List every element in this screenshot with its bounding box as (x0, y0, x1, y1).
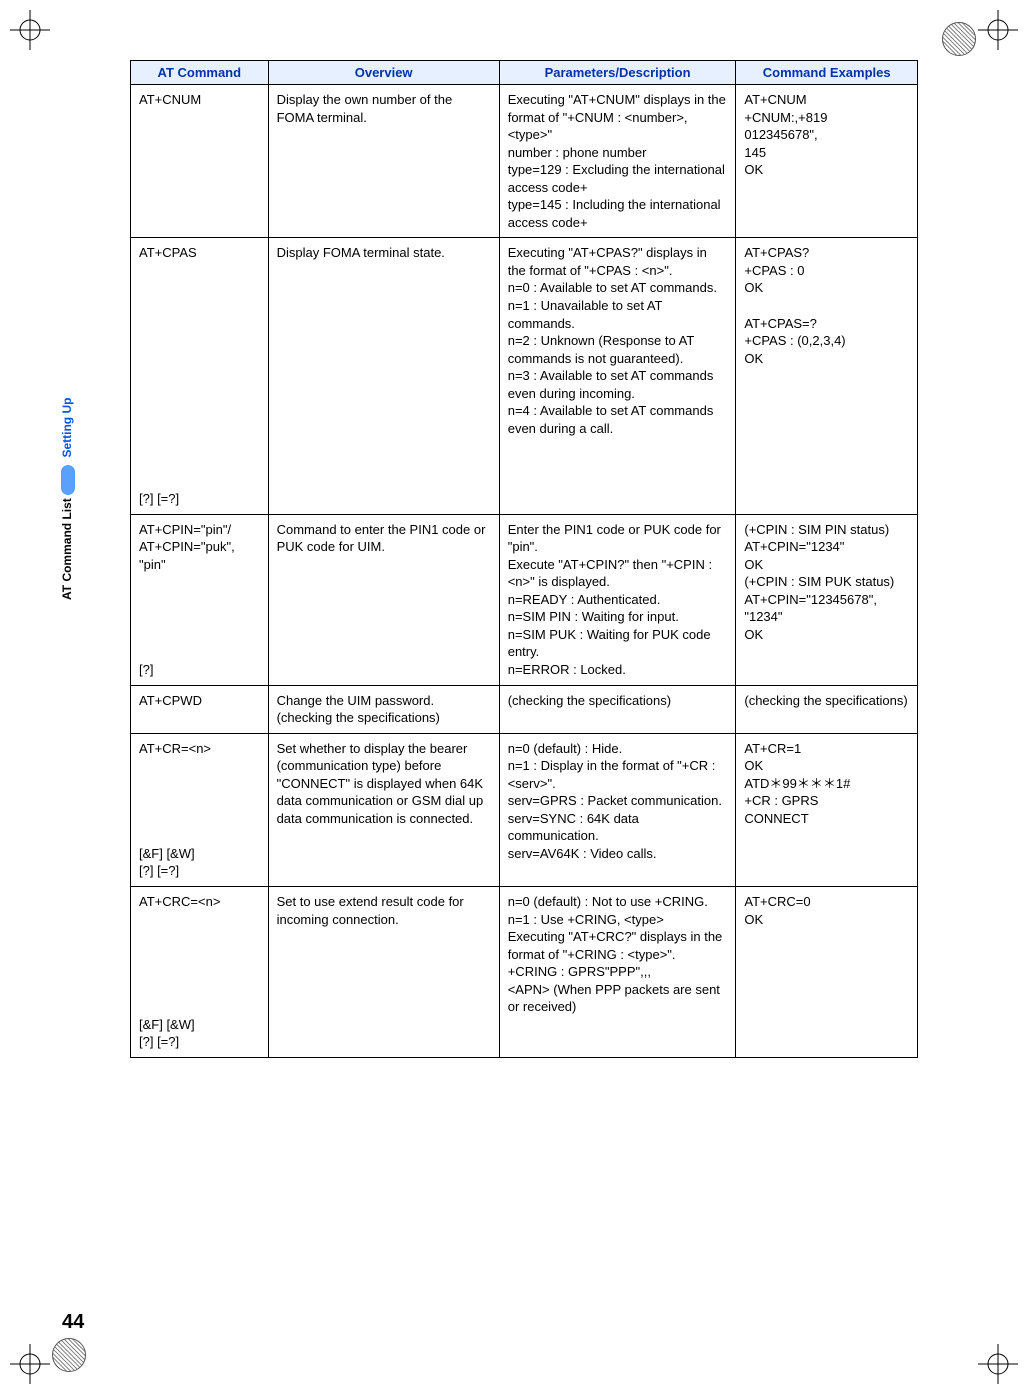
table-cell: AT+CNUM +CNUM:,+819 012345678", 145 OK (736, 85, 918, 238)
table-row: AT+CNUMDisplay the own number of the FOM… (131, 85, 918, 238)
table-row: AT+CR=<n> [&F] [&W] [?] [=?]Set whether … (131, 733, 918, 886)
header-overview: Overview (268, 61, 499, 85)
table-cell: n=0 (default) : Not to use +CRING. n=1 :… (499, 886, 736, 1057)
header-at-command: AT Command (131, 61, 269, 85)
table-cell: Display FOMA terminal state. (268, 238, 499, 514)
table-cell: AT+CRC=0 OK (736, 886, 918, 1057)
table-row: AT+CPWDChange the UIM password. (checkin… (131, 685, 918, 733)
table-cell: Set whether to display the bearer (commu… (268, 733, 499, 886)
table-cell: Command to enter the PIN1 code or PUK co… (268, 514, 499, 685)
table-cell: Executing "AT+CPAS?" displays in the for… (499, 238, 736, 514)
header-parameters: Parameters/Description (499, 61, 736, 85)
table-row: AT+CPAS [?] [=?]Display FOMA terminal st… (131, 238, 918, 514)
hatch-circle-icon (52, 1338, 86, 1372)
table-cell: AT+CPWD (131, 685, 269, 733)
at-command-table: AT Command Overview Parameters/Descripti… (130, 60, 918, 1058)
table-cell: Display the own number of the FOMA termi… (268, 85, 499, 238)
table-cell: AT+CRC=<n> [&F] [&W] [?] [=?] (131, 886, 269, 1057)
side-labels: AT Command List Setting Up (60, 392, 75, 600)
table-cell: Executing "AT+CNUM" displays in the form… (499, 85, 736, 238)
registration-mark-icon (8, 1342, 52, 1386)
table-header-row: AT Command Overview Parameters/Descripti… (131, 61, 918, 85)
table-cell: AT+CPAS? +CPAS : 0 OK AT+CPAS=? +CPAS : … (736, 238, 918, 514)
side-setting-up: Setting Up (60, 398, 74, 458)
side-at-command-list: AT Command List (60, 498, 74, 600)
header-examples: Command Examples (736, 61, 918, 85)
table-cell: AT+CR=1 OK ATD＊99＊＊＊1# +CR : GPRS CONNEC… (736, 733, 918, 886)
registration-mark-icon (8, 8, 52, 52)
table-cell: Change the UIM password. (checking the s… (268, 685, 499, 733)
table-cell: AT+CR=<n> [&F] [&W] [?] [=?] (131, 733, 269, 886)
table-cell: (+CPIN : SIM PIN status) AT+CPIN="1234" … (736, 514, 918, 685)
table-row: AT+CRC=<n> [&F] [&W] [?] [=?]Set to use … (131, 886, 918, 1057)
side-pill-icon (61, 465, 75, 495)
table-row: AT+CPIN="pin"/ AT+CPIN="puk", "pin" [?]C… (131, 514, 918, 685)
table-cell: Set to use extend result code for incomi… (268, 886, 499, 1057)
table-cell: AT+CPAS [?] [=?] (131, 238, 269, 514)
registration-mark-icon (976, 8, 1020, 52)
table-cell: (checking the specifications) (499, 685, 736, 733)
page-number: 44 (62, 1311, 84, 1334)
registration-mark-icon (976, 1342, 1020, 1386)
table-cell: Enter the PIN1 code or PUK code for "pin… (499, 514, 736, 685)
table-cell: AT+CPIN="pin"/ AT+CPIN="puk", "pin" [?] (131, 514, 269, 685)
table-cell: AT+CNUM (131, 85, 269, 238)
hatch-circle-icon (942, 22, 976, 56)
table-cell: n=0 (default) : Hide. n=1 : Display in t… (499, 733, 736, 886)
table-cell: (checking the specifications) (736, 685, 918, 733)
